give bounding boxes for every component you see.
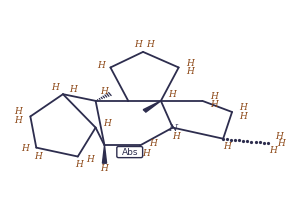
Text: H: H [97, 61, 105, 70]
Text: H: H [239, 112, 247, 121]
Text: H: H [15, 116, 22, 125]
Text: H: H [75, 160, 83, 170]
Text: H: H [186, 67, 194, 76]
Text: H: H [34, 152, 42, 161]
Text: H: H [150, 139, 157, 148]
Text: H: H [134, 40, 142, 49]
Text: H: H [223, 142, 231, 151]
Polygon shape [143, 101, 161, 112]
Text: H: H [142, 149, 150, 158]
Text: H: H [172, 131, 180, 140]
Text: H: H [100, 87, 108, 96]
Text: H: H [277, 139, 285, 148]
Text: H: H [100, 164, 108, 173]
Text: H: H [186, 58, 194, 67]
Text: H: H [168, 90, 176, 99]
Text: H: H [69, 85, 77, 94]
Text: H: H [15, 108, 22, 116]
Text: H: H [239, 103, 247, 112]
Text: H: H [103, 119, 111, 128]
Polygon shape [103, 145, 107, 163]
Text: H: H [146, 40, 153, 49]
Text: H: H [270, 146, 277, 155]
Text: H: H [21, 144, 29, 153]
Text: Abs: Abs [122, 148, 138, 157]
Text: H: H [51, 83, 59, 92]
Text: H: H [86, 155, 94, 164]
Text: H: H [210, 92, 218, 101]
Text: N: N [168, 124, 177, 133]
Text: H: H [210, 100, 218, 109]
FancyBboxPatch shape [117, 146, 143, 158]
Text: H: H [276, 132, 283, 141]
